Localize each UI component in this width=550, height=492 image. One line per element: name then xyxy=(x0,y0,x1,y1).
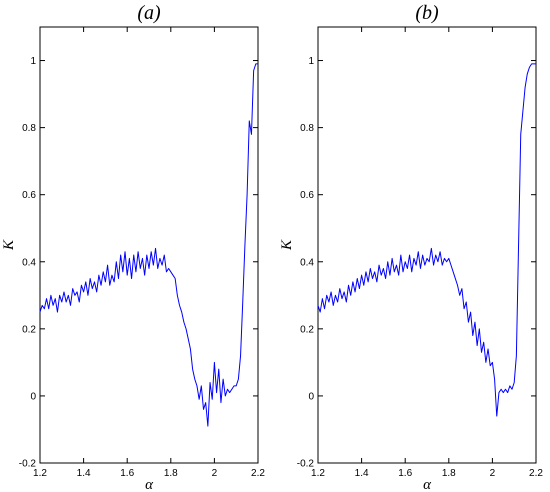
y-tick-label: 0 xyxy=(30,391,36,402)
x-tick-label: 2.2 xyxy=(529,468,543,479)
x-tick-label: 1.4 xyxy=(355,468,369,479)
x-axis-label: α xyxy=(145,477,154,492)
y-axis-label: K xyxy=(279,239,295,251)
y-tick-label: 0.2 xyxy=(300,324,314,335)
chart-title: (a) xyxy=(137,2,161,24)
y-tick-label: -0.2 xyxy=(297,459,315,470)
chart-title: (b) xyxy=(415,2,439,24)
x-tick-label: 2 xyxy=(490,468,496,479)
y-tick-label: 1 xyxy=(30,56,36,67)
y-tick-label: 0.4 xyxy=(22,257,36,268)
y-tick-label: 0.8 xyxy=(300,123,314,134)
y-tick-label: 0.2 xyxy=(22,324,36,335)
x-tick-label: 1.8 xyxy=(442,468,456,479)
x-tick-label: 2.2 xyxy=(251,468,265,479)
x-tick-label: 2 xyxy=(212,468,218,479)
x-tick-label: 1.8 xyxy=(164,468,178,479)
x-tick-label: 1.4 xyxy=(77,468,91,479)
plot-frame xyxy=(317,26,537,464)
series-line xyxy=(317,63,536,417)
y-axis-label: K xyxy=(1,239,17,251)
panel-a: 1.2 1.4 1.6 1.8 2 2.2 -0.2 0 0.2 0.4 0.6 0.8 1 (a) α K xyxy=(1,2,265,492)
panel-b: 1.2 1.4 1.6 1.8 2 2.2 -0.2 0 0.2 0.4 0.6 0.8 1 (b) α K xyxy=(279,2,543,492)
y-tick-label: 0.8 xyxy=(22,123,36,134)
y-tick-label: 0.6 xyxy=(22,190,36,201)
x-tick-label: 1.2 xyxy=(33,468,47,479)
x-tick-label: 1.6 xyxy=(398,468,412,479)
x-tick-label: 1.2 xyxy=(311,468,325,479)
y-tick-label: 1 xyxy=(308,56,314,67)
y-tick-label: 0 xyxy=(308,391,314,402)
y-tick-label: -0.2 xyxy=(19,459,37,470)
x-axis-label: α xyxy=(423,477,432,492)
series-line xyxy=(39,63,258,427)
y-tick-label: 0.4 xyxy=(300,257,314,268)
y-tick-label: 0.6 xyxy=(300,190,314,201)
plot-frame xyxy=(39,26,259,464)
x-tick-label: 1.6 xyxy=(120,468,134,479)
